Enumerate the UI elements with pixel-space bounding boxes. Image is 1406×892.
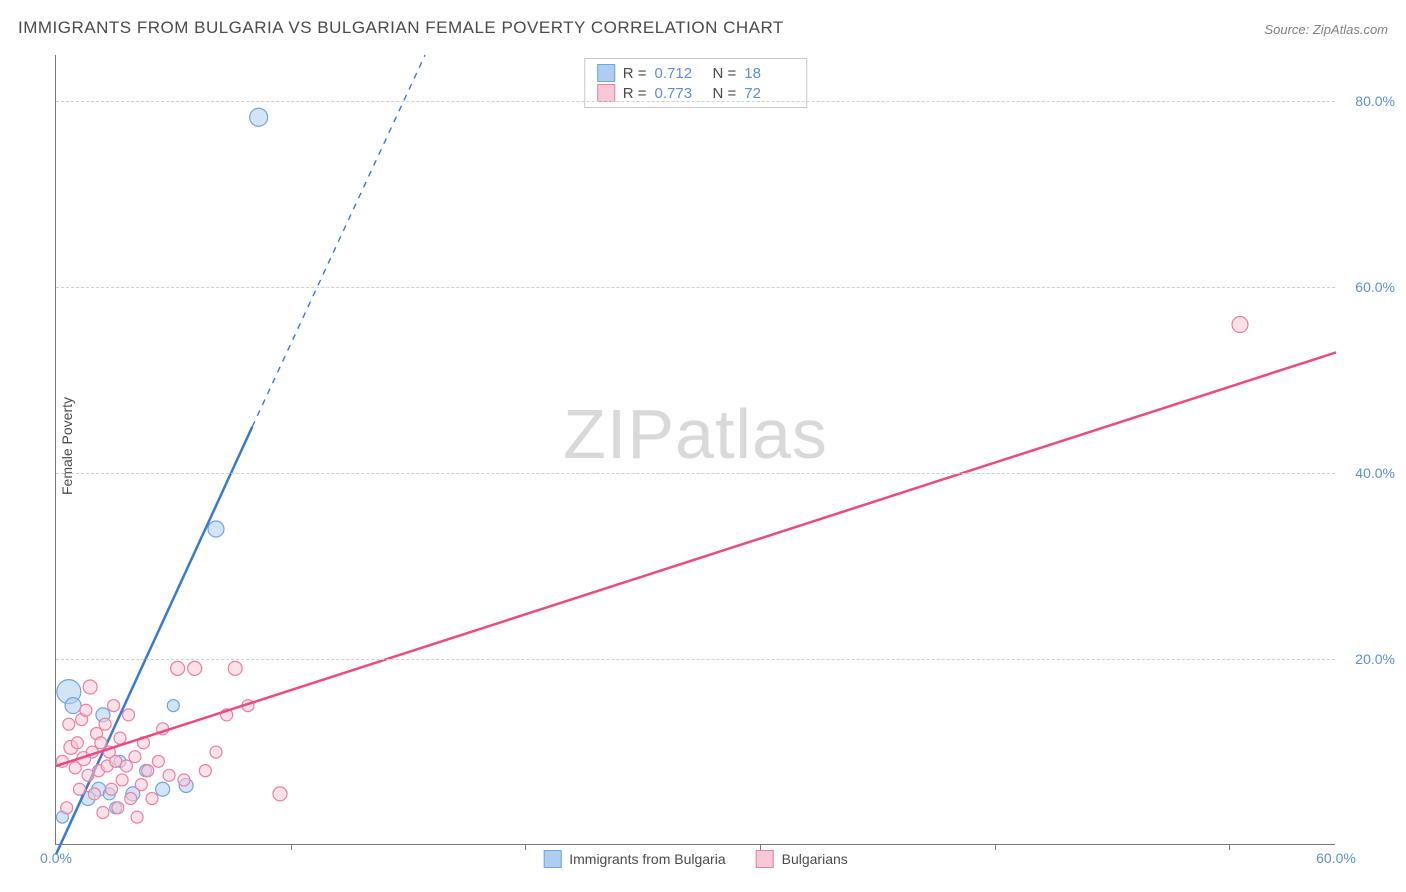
gridline [56, 101, 1335, 102]
legend-bottom: Immigrants from Bulgaria Bulgarians [543, 850, 848, 868]
legend-swatch-blue [597, 64, 615, 82]
plot-svg [56, 55, 1335, 844]
chart-title: IMMIGRANTS FROM BULGARIA VS BULGARIAN FE… [18, 18, 784, 38]
legend-bottom-item-1: Immigrants from Bulgaria [543, 850, 725, 868]
legend-top-row-2: R = 0.773 N = 72 [597, 83, 795, 103]
ytick-label: 40.0% [1355, 465, 1395, 481]
xtick-label: 0.0% [40, 850, 72, 866]
xtick-label: 60.0% [1316, 850, 1356, 866]
legend-r-value-2: 0.773 [655, 85, 705, 102]
gridline [56, 473, 1335, 474]
xtick-minor [291, 844, 292, 850]
legend-swatch-blue-bottom [543, 850, 561, 868]
xtick-minor [995, 844, 996, 850]
xtick-minor [525, 844, 526, 850]
gridline [56, 659, 1335, 660]
legend-n-value-1: 18 [744, 65, 794, 82]
source-label: Source: ZipAtlas.com [1264, 22, 1388, 37]
xtick-minor [1229, 844, 1230, 850]
legend-swatch-pink-bottom [756, 850, 774, 868]
legend-top-row-1: R = 0.712 N = 18 [597, 63, 795, 83]
legend-n-label: N = [713, 65, 737, 82]
legend-r-label: R = [623, 65, 647, 82]
ytick-label: 60.0% [1355, 279, 1395, 295]
xtick-minor [760, 844, 761, 850]
plot-area: ZIPatlas R = 0.712 N = 18 R = 0.773 N = … [55, 55, 1335, 845]
legend-swatch-pink [597, 84, 615, 102]
gridline [56, 287, 1335, 288]
legend-r-label: R = [623, 85, 647, 102]
ytick-label: 20.0% [1355, 651, 1395, 667]
legend-bottom-item-2: Bulgarians [756, 850, 848, 868]
ytick-label: 80.0% [1355, 93, 1395, 109]
legend-bottom-label-2: Bulgarians [782, 851, 848, 867]
legend-r-value-1: 0.712 [655, 65, 705, 82]
legend-n-value-2: 72 [744, 85, 794, 102]
legend-bottom-label-1: Immigrants from Bulgaria [569, 851, 725, 867]
legend-n-label: N = [713, 85, 737, 102]
